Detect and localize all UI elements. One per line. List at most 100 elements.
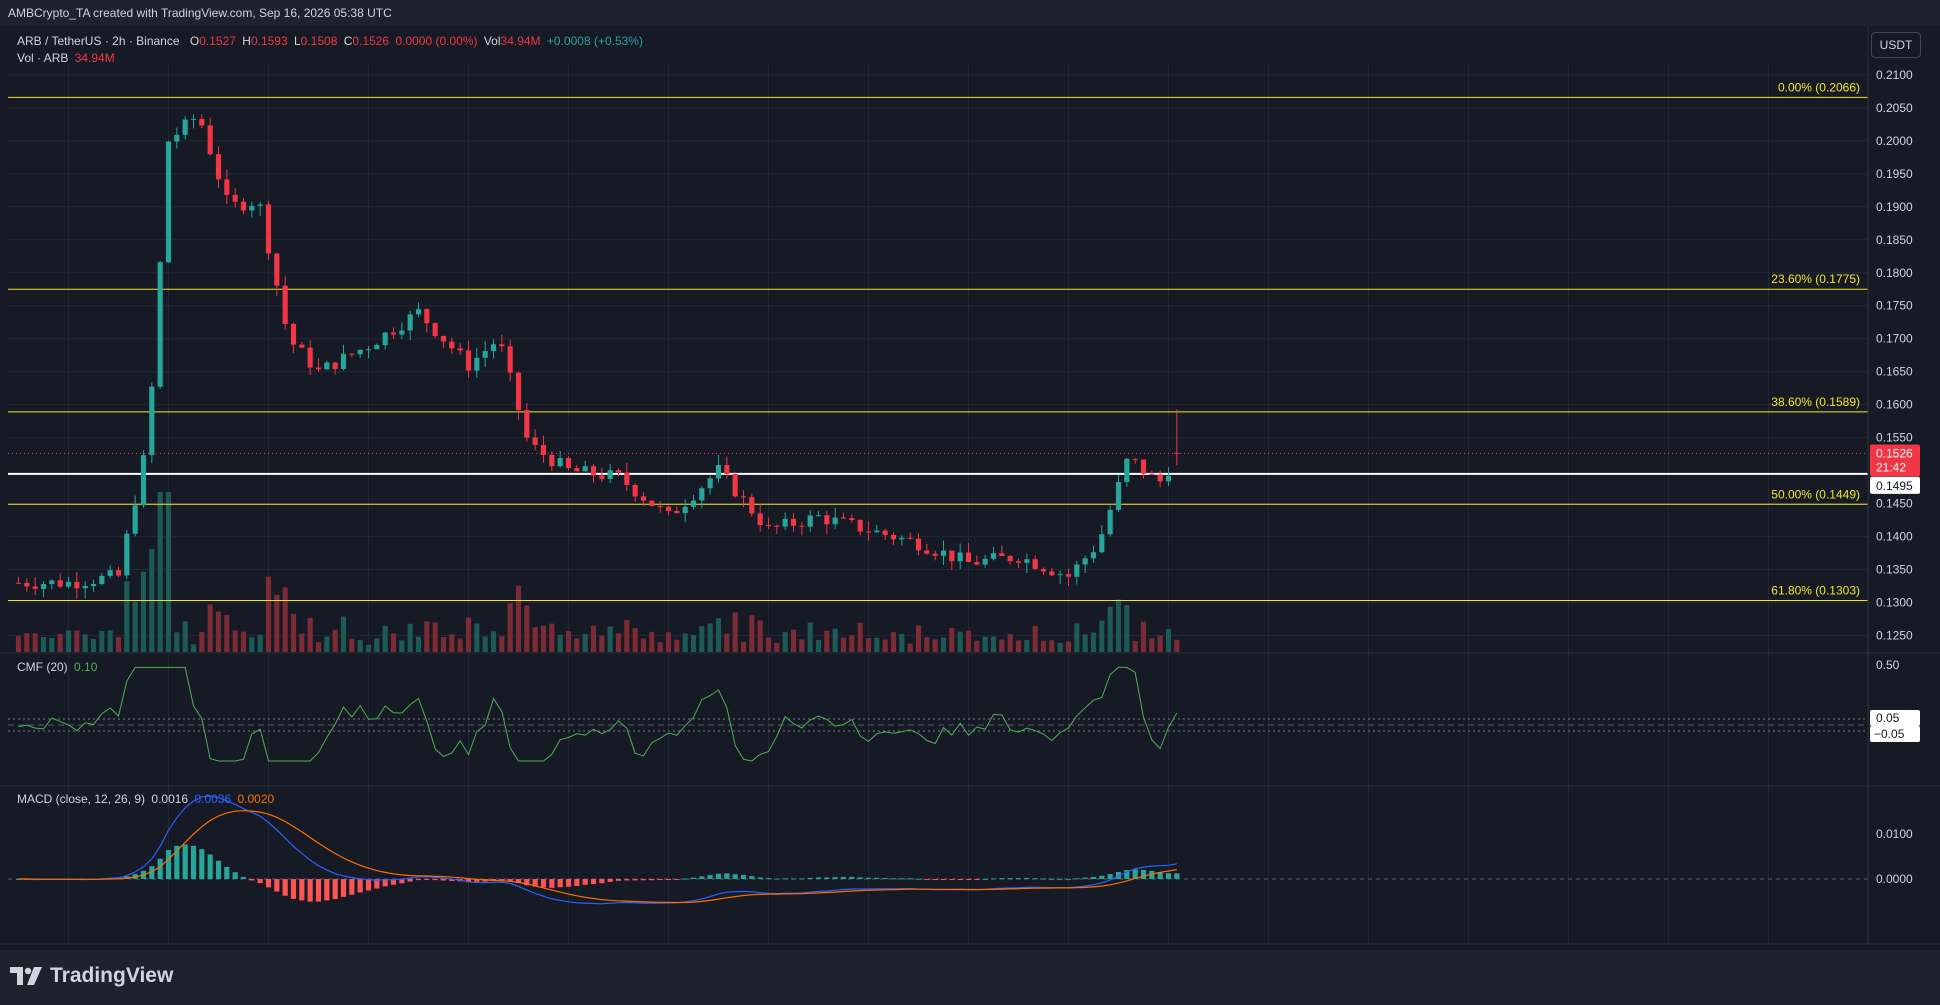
macd-histogram-bar: [882, 878, 888, 880]
volume-bar: [924, 637, 930, 652]
macd-histogram-bar: [640, 879, 647, 881]
volume-bar: [990, 636, 997, 652]
macd-histogram-bar: [307, 879, 313, 902]
price-tick-label: 0.1250: [1876, 629, 1913, 643]
candle-body: [340, 353, 347, 369]
price-tick-label: 0.1300: [1876, 596, 1913, 610]
macd-histogram-bar: [874, 877, 880, 879]
volume-bar: [440, 637, 447, 652]
macd-histogram-bar: [715, 873, 722, 879]
macd-histogram-bar: [499, 879, 505, 881]
price-tick-label: 0.1450: [1876, 497, 1913, 511]
volume-bar: [374, 638, 380, 652]
volume-bar: [465, 617, 472, 652]
volume-bar: [849, 635, 855, 652]
volume-bar: [124, 581, 130, 652]
volume-bar: [524, 605, 530, 652]
white-line-marker: [1870, 476, 1920, 494]
chart-canvas[interactable]: 0.00% (0.2066) 23.60% (0.1775) 38.60% (0.1…: [0, 26, 1940, 950]
volume-bar: [582, 633, 588, 652]
volume-bar: [224, 615, 230, 652]
candle-body: [890, 534, 897, 540]
volume-bar: [790, 629, 797, 652]
candle-body: [515, 372, 522, 410]
macd-histogram-bar: [207, 854, 213, 879]
candle-body: [940, 550, 947, 556]
volume-bar: [340, 616, 347, 652]
fib-level-label: 38.60% (0.1589): [1771, 395, 1860, 409]
volume-bar: [174, 632, 180, 652]
last-price-marker: [1870, 444, 1920, 477]
volume-bar: [657, 642, 663, 652]
candle-body: [682, 506, 688, 514]
volume-bar: [307, 617, 313, 652]
macd-histogram-bar: [790, 878, 797, 880]
volume-bar: [665, 632, 672, 652]
candle-body: [990, 553, 997, 559]
macd-histogram-bar: [549, 879, 555, 888]
macd-histogram-bar: [799, 878, 805, 880]
candle-body: [40, 584, 47, 589]
volume-bar: [140, 571, 147, 652]
volume-bar: [65, 630, 72, 652]
volume-bar: [424, 621, 430, 652]
candle-body: [824, 515, 830, 525]
macd-histogram-bar: [224, 866, 230, 879]
candle-body: [640, 496, 647, 501]
candle-body: [915, 538, 922, 551]
volume-bar: [432, 622, 438, 652]
volume-bar: [765, 637, 772, 652]
candle-body: [1115, 481, 1122, 510]
price-tick-label: 0.1850: [1876, 233, 1913, 247]
currency-button[interactable]: USDT: [1871, 32, 1921, 58]
candle-body: [1007, 555, 1013, 562]
volume-bar: [107, 630, 113, 652]
macd-histogram-bar: [415, 879, 422, 881]
candle-body: [1132, 458, 1138, 460]
macd-histogram-bar: [557, 879, 563, 888]
macd-histogram-bar: [774, 878, 780, 880]
macd-histogram-bar: [332, 879, 338, 900]
candle-body: [749, 497, 755, 514]
macd-histogram-bar: [707, 875, 713, 879]
macd-signal-line: [18, 810, 1177, 904]
volume-bar: [732, 612, 738, 652]
candle-body: [849, 518, 855, 520]
macd-histogram-bar: [1007, 878, 1013, 880]
macd-histogram-bar: [474, 879, 480, 883]
volume-bar: [799, 639, 805, 652]
candle-body: [215, 154, 222, 180]
volume-legend-label: Vol · ARB: [17, 51, 69, 65]
macd-histogram-bar: [974, 879, 980, 880]
volume-bar: [415, 636, 422, 652]
fib-retracement[interactable]: 0.00% (0.2066) 23.60% (0.1775) 38.60% (0.1…: [8, 80, 1868, 602]
volume-bar: [1040, 640, 1047, 652]
price-tick-label: 0.1550: [1876, 431, 1913, 445]
volume-bar: [1032, 625, 1038, 652]
volume-bar: [24, 633, 30, 652]
candle-body: [874, 530, 880, 533]
macd-histogram-bar: [924, 879, 930, 880]
macd-histogram-bar: [1049, 878, 1055, 880]
macd-histogram-bar: [390, 879, 397, 885]
candle-body: [799, 525, 805, 527]
volume-bar: [207, 604, 213, 652]
macd-histogram-bar: [915, 878, 922, 880]
price-tick-label: 0.1650: [1876, 365, 1913, 379]
candle-body: [49, 580, 55, 585]
candle-body: [774, 525, 780, 527]
macd-line-value: 0.0036: [194, 792, 232, 806]
volume-bar: [874, 637, 880, 652]
vol-value: 34.94M: [500, 34, 541, 48]
tradingview-logo[interactable]: TradingView: [10, 964, 173, 988]
volume-bar: [332, 629, 338, 652]
macd-histogram-bar: [182, 844, 188, 879]
candle-body: [1165, 475, 1172, 482]
macd-histogram-bar: [732, 874, 738, 879]
volume-bar: [82, 634, 88, 652]
candle-body: [690, 500, 697, 507]
volume-bar: [457, 638, 463, 652]
cmf-upper-label: 0.05: [1876, 711, 1900, 725]
macd-histogram-bar: [265, 879, 272, 888]
macd-histogram-bar: [1174, 873, 1180, 879]
